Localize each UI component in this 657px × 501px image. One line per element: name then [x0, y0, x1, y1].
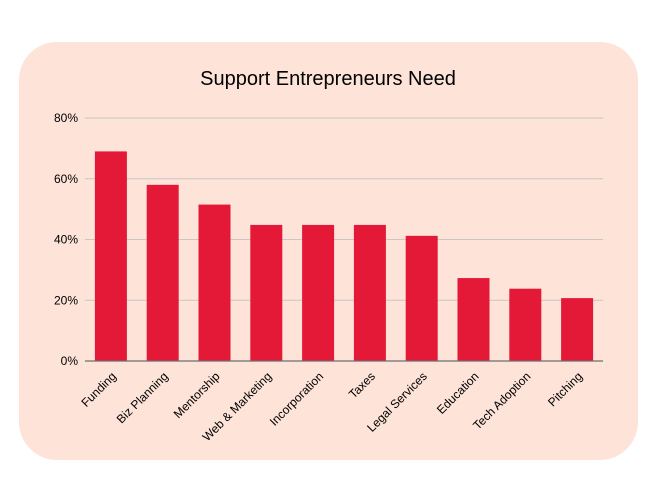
y-axis-tick-labels: 0% 20% 40% 60% 80%: [54, 111, 78, 368]
bar-web-marketing: [250, 224, 283, 361]
x-tick-label: Pitching: [545, 369, 585, 409]
x-tick-label: Funding: [78, 369, 119, 410]
y-tick-label: 0%: [61, 354, 79, 368]
bar-mentorship: [198, 204, 231, 361]
bar-tech-adoption: [509, 288, 542, 361]
y-tick-label: 60%: [54, 172, 78, 186]
x-tick-label: Biz Planning: [114, 369, 171, 426]
y-tick-label: 40%: [54, 233, 78, 247]
bars: [94, 151, 594, 361]
y-tick-label: 80%: [54, 111, 78, 125]
bar-funding: [94, 151, 127, 361]
bar-biz-planning: [146, 184, 179, 361]
chart-title: Support Entrepreneurs Need: [200, 68, 456, 90]
x-tick-label: Incorporation: [267, 369, 326, 428]
bar-incorporation: [302, 224, 335, 361]
bar-education: [457, 278, 490, 361]
x-tick-label: Taxes: [346, 369, 378, 401]
bar-legal-services: [405, 235, 438, 361]
bar-taxes: [353, 224, 386, 361]
x-tick-label: Mentorship: [171, 369, 223, 421]
y-tick-label: 20%: [54, 293, 78, 307]
bar-pitching: [561, 298, 594, 361]
x-tick-label: Education: [434, 369, 482, 417]
